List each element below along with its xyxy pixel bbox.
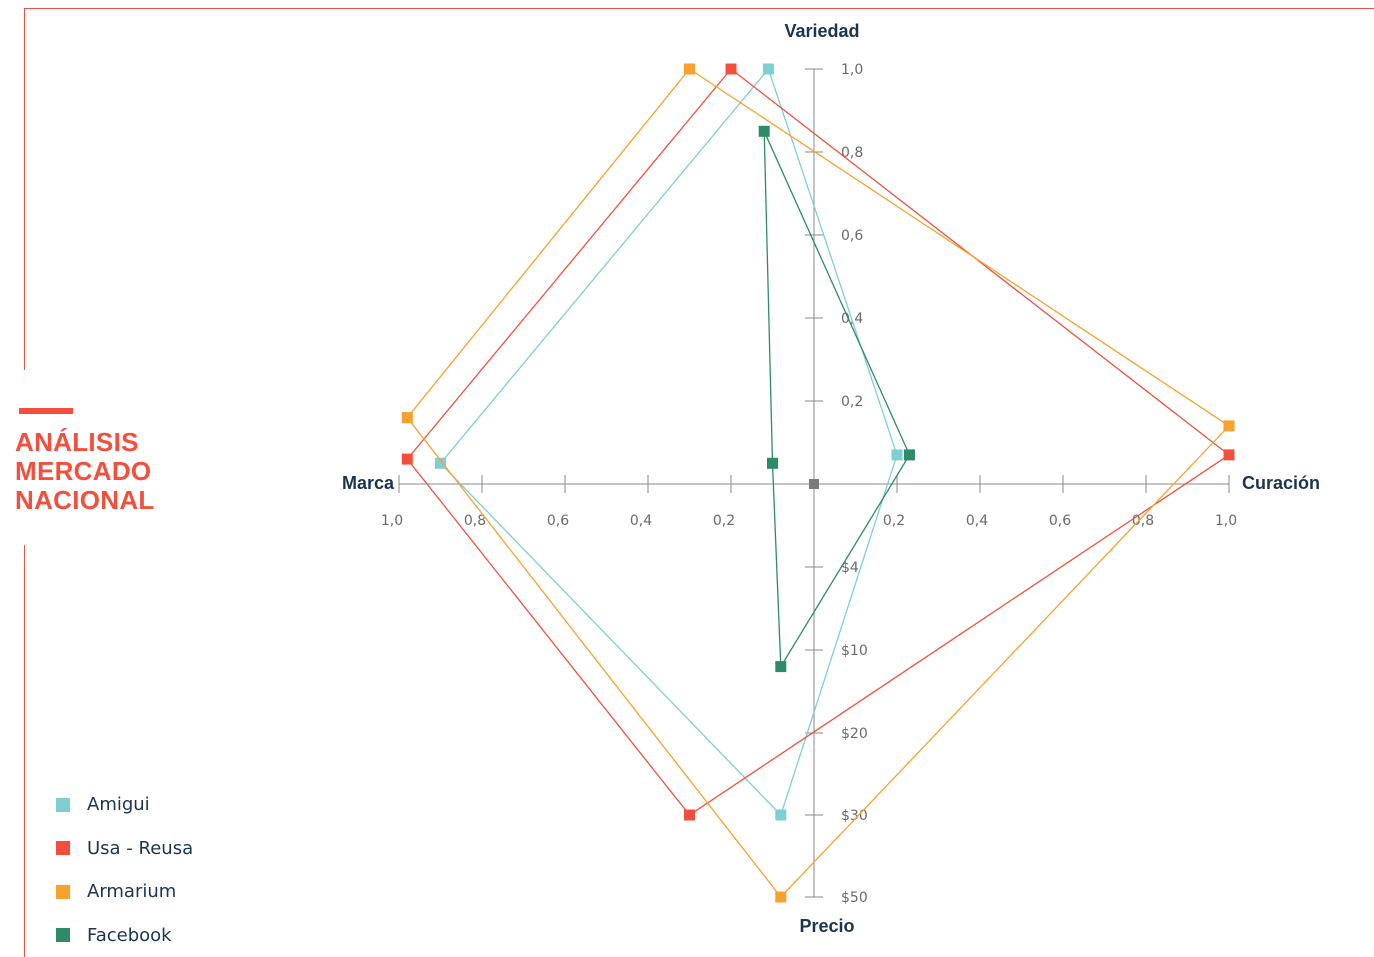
legend-item-facebook: Facebook — [56, 914, 193, 957]
frame-top-line — [24, 8, 1374, 9]
tick-label-top-4: 1,0 — [841, 62, 863, 78]
legend-item-armarium: Armarium — [56, 870, 193, 914]
point-facebook-top — [758, 125, 770, 137]
tick-label-left-4: 1,0 — [381, 513, 403, 529]
tick-marks: 0,20,40,60,81,00,2 0,4 0,6 0,8 1,00,20,40,60… — [381, 62, 1237, 906]
legend-label-amigui: Amigui — [87, 794, 150, 816]
legend-swatch-amigui — [56, 797, 70, 812]
series-usa-reusa — [401, 63, 1235, 821]
title-line-1: ANÁLISIS — [15, 427, 139, 457]
legend-label-usa-reusa: Usa - Reusa — [87, 837, 194, 859]
series-amigui — [435, 63, 903, 821]
point-armarium-right — [1223, 420, 1235, 432]
series-line-amigui — [439, 67, 898, 817]
legend: Amigui Usa - Reusa Armarium Facebook — [56, 783, 193, 957]
axis-label-curacion: Curación — [1242, 473, 1320, 493]
frame-left-line-upper — [24, 8, 25, 370]
series-line-usa-reusa — [406, 68, 1231, 816]
tick-label-left-0: 0,2 — [713, 513, 735, 529]
legend-item-usa-reusa: Usa - Reusa — [56, 827, 193, 871]
axes — [399, 69, 1229, 897]
title-line-2: MERCADO — [15, 456, 152, 486]
point-amigui-right — [891, 449, 903, 461]
frame-left-line-lower — [24, 545, 25, 957]
axis-label-marca: Marca — [342, 473, 395, 493]
tick-label-right-1: 0,4 — [966, 513, 988, 529]
axis-label-precio: Precio — [799, 916, 854, 936]
point-usa-reusa-right — [1223, 449, 1235, 461]
legend-swatch-armarium — [56, 884, 70, 899]
title-line-3: NACIONAL — [15, 485, 155, 515]
tick-label-bottom-0: $4 — [841, 560, 859, 576]
origin-marker — [809, 479, 819, 489]
point-amigui-bottom — [775, 809, 787, 821]
tick-label-left-3: 0,8 — [464, 513, 486, 529]
point-usa-reusa-left — [401, 453, 413, 465]
point-amigui-top — [762, 63, 774, 75]
legend-item-amigui: Amigui — [56, 783, 193, 827]
point-armarium-bottom — [775, 891, 787, 903]
legend-swatch-facebook — [56, 928, 70, 943]
legend-label-facebook: Facebook — [87, 924, 172, 946]
tick-label-right-4: 1,0 — [1215, 513, 1237, 529]
point-usa-reusa-bottom — [684, 809, 695, 821]
series-facebook — [758, 125, 915, 673]
tick-label-top-0: 0,2 — [841, 394, 863, 410]
legend-label-armarium: Armarium — [87, 881, 177, 903]
section-title: ANÁLISIS MERCADO NACIONAL — [15, 428, 155, 515]
series-armarium — [401, 63, 1235, 903]
tick-label-top-3: 0,8 — [841, 145, 863, 161]
point-usa-reusa-top — [725, 63, 737, 75]
tick-label-top-2: 0,6 — [841, 228, 863, 244]
title-accent-bar — [19, 408, 73, 414]
tick-label-bottom-4: $50 — [841, 890, 868, 906]
point-armarium-left — [401, 412, 413, 424]
series-line-facebook — [763, 131, 911, 669]
tick-label-right-3: 0,8 — [1132, 513, 1154, 529]
tick-label-right-0: 0,2 — [883, 513, 905, 529]
point-facebook-left — [767, 457, 778, 469]
tick-label-bottom-1: $10 — [841, 643, 868, 659]
axis-label-variedad: Variedad — [784, 21, 859, 41]
tick-label-left-2: 0,6 — [547, 513, 569, 529]
point-facebook-right — [904, 449, 915, 461]
legend-swatch-usa-reusa — [56, 841, 70, 856]
tick-label-bottom-2: $20 — [841, 726, 868, 742]
point-amigui-left — [435, 457, 446, 469]
point-armarium-top — [684, 63, 695, 75]
tick-label-right-2: 0,6 — [1049, 513, 1071, 529]
point-facebook-bottom — [775, 661, 787, 673]
tick-label-left-1: 0,4 — [630, 513, 652, 529]
